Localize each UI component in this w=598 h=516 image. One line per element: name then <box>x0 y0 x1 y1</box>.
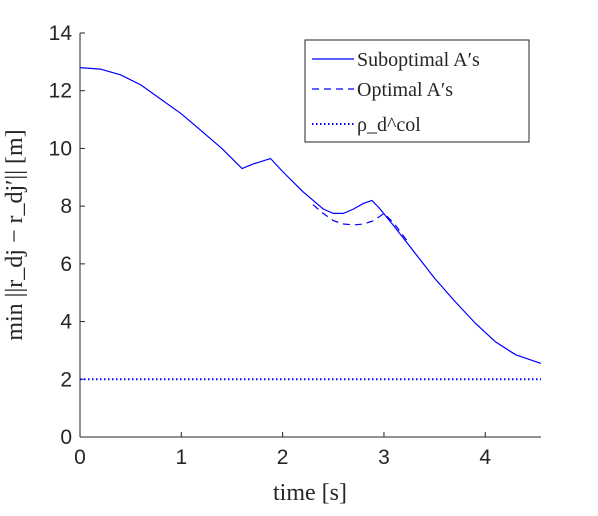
series-line-solid <box>79 67 542 364</box>
x-axis-label: time [s] <box>273 480 347 506</box>
y-tick-label: 10 <box>49 137 72 160</box>
x-tick-label: 4 <box>479 446 491 469</box>
legend-box <box>304 39 530 143</box>
y-tick-label: 8 <box>60 195 72 218</box>
series-group <box>79 67 542 381</box>
y-tick-label: 12 <box>49 80 72 103</box>
legend-label-suboptimal: Suboptimal A′s <box>357 49 480 71</box>
y-tick-label: 4 <box>60 311 72 334</box>
x-tick-label: 3 <box>378 446 390 469</box>
series-line-dashed <box>312 204 410 245</box>
x-tick-label: 0 <box>74 446 86 469</box>
y-tick-label: 2 <box>60 368 72 391</box>
y-axis-label: min ||r_dj − r_dj′|| [m] <box>2 129 28 340</box>
legend: Suboptimal A′s Optimal A′s ρ_d^col <box>304 39 530 143</box>
y-ticks: 0 2 4 6 8 10 12 14 <box>49 22 85 449</box>
y-tick-label: 0 <box>60 426 72 449</box>
legend-label-optimal: Optimal A′s <box>357 79 453 101</box>
legend-label-rho: ρ_d^col <box>357 114 421 136</box>
y-tick-label: 14 <box>49 22 73 45</box>
x-ticks: 0 1 2 3 4 <box>74 432 491 469</box>
x-tick-label: 2 <box>277 446 289 469</box>
y-tick-label: 6 <box>60 253 72 276</box>
axes <box>79 33 541 438</box>
x-tick-label: 1 <box>175 446 187 469</box>
